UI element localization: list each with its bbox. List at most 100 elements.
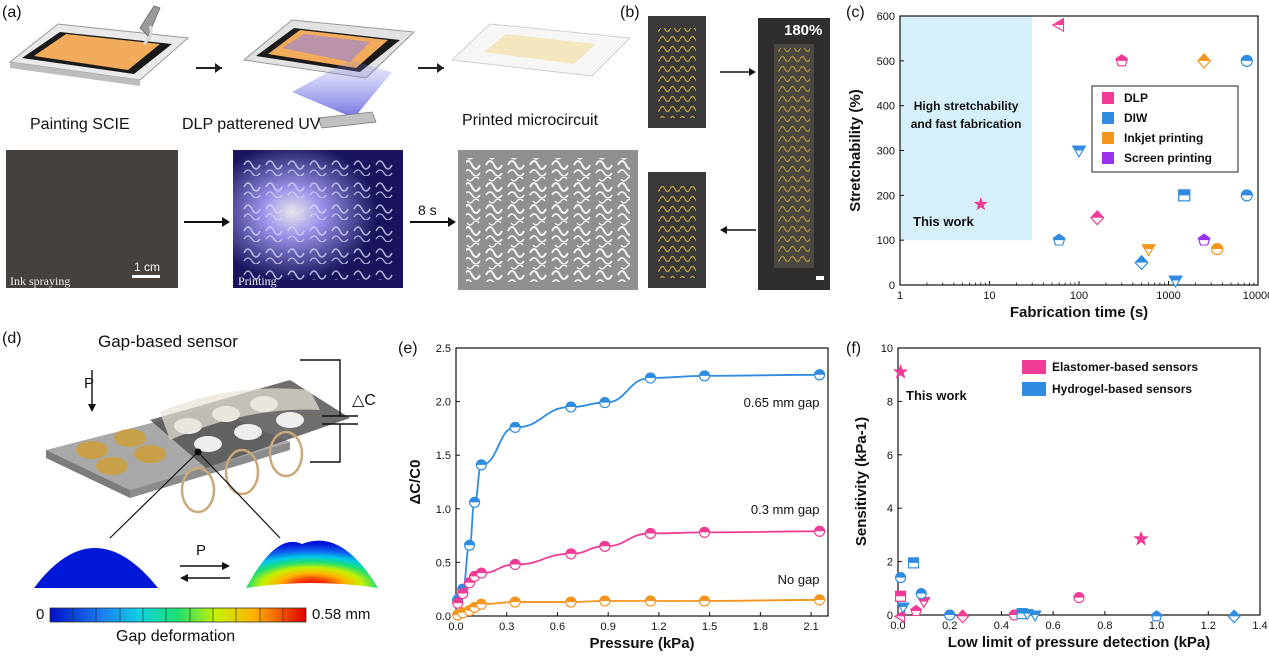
point-inkjet-printing-outline bbox=[1211, 243, 1224, 256]
legend-swatch-screen-printing bbox=[1102, 152, 1114, 164]
point-diw-outline bbox=[1178, 189, 1191, 202]
colorbar-min: 0 bbox=[36, 606, 45, 623]
panel-b-photos bbox=[648, 16, 830, 290]
series-point-0-65-mm-gap bbox=[476, 459, 487, 465]
panel-f-label: (f) bbox=[846, 340, 862, 357]
series-point-0-65-mm-gap bbox=[645, 373, 656, 379]
point-hydrogel-based-sensors bbox=[944, 610, 955, 615]
plate-dlp bbox=[242, 19, 416, 129]
point-elastomer-based-sensors bbox=[1133, 530, 1149, 546]
legend-label-hydrogel-based-sensors: Hydrogel-based sensors bbox=[1052, 382, 1192, 396]
plot-frame bbox=[455, 347, 829, 617]
series-point-0-3-mm-gap-outline bbox=[644, 528, 656, 539]
y-axis-label: Stretchability (%) bbox=[847, 89, 864, 212]
series-point-0-3-mm-gap-outline bbox=[814, 525, 826, 537]
plate-painting bbox=[8, 5, 190, 86]
series-point-0-65-mm-gap bbox=[469, 497, 480, 503]
y-tick-label: 600 bbox=[877, 11, 895, 23]
y-axis-label: Sensitivity (kPa-1) bbox=[853, 417, 870, 546]
series-point-0-3-mm-gap-outline bbox=[452, 597, 464, 609]
this-work-label: This work bbox=[913, 214, 974, 229]
series-point-no-gap-outline bbox=[699, 595, 711, 607]
printed-film bbox=[450, 23, 632, 77]
point-elastomer-based-sensors-outline bbox=[895, 590, 907, 602]
point-hydrogel-based-sensors bbox=[897, 602, 909, 607]
point-inkjet-printing bbox=[1211, 243, 1223, 250]
point-diw bbox=[1178, 189, 1190, 196]
x-tick-label: 0.4 bbox=[994, 620, 1009, 632]
point-hydrogel-based-sensors-outline bbox=[908, 557, 920, 569]
series-point-no-gap-outline bbox=[475, 598, 487, 610]
point-elastomer-based-sensors bbox=[895, 591, 906, 597]
x-tick-label: 1.2 bbox=[651, 621, 666, 633]
point-hydrogel-based-sensors-outline bbox=[895, 572, 907, 584]
series-point-0-3-mm-gap bbox=[452, 598, 463, 604]
legend-swatch-inkjet-printing bbox=[1102, 132, 1114, 144]
point-inkjet-printing bbox=[1142, 244, 1155, 250]
point-elastomer-based-sensors bbox=[956, 610, 969, 617]
series-point-0-65-mm-gap bbox=[699, 370, 710, 376]
series-point-no-gap bbox=[599, 596, 610, 601]
this-work-marker bbox=[973, 196, 988, 211]
panel-b-label: (b) bbox=[620, 4, 640, 21]
point-elastomer-based-sensors-outline bbox=[1073, 592, 1085, 604]
point-diw-outline bbox=[1134, 254, 1149, 271]
series-point-0-65-mm-gap-outline bbox=[644, 372, 656, 384]
point-inkjet-printing bbox=[1197, 53, 1211, 61]
series-label-0-65-mm-gap: 0.65 mm gap bbox=[744, 395, 820, 410]
y-tick-label: 0.0 bbox=[436, 611, 451, 623]
point-inkjet-printing-outline bbox=[1141, 244, 1156, 257]
arrow-a3-head bbox=[222, 217, 230, 227]
point-diw bbox=[1169, 276, 1182, 281]
series-point-0-3-mm-gap bbox=[699, 527, 710, 533]
series-point-0-65-mm-gap bbox=[599, 397, 610, 403]
series-point-0-3-mm-gap-outline bbox=[464, 577, 476, 589]
legend-label-inkjet-printing: Inkjet printing bbox=[1124, 131, 1203, 145]
point-diw bbox=[1053, 234, 1065, 241]
x-axis-label: Low limit of pressure detection (kPa) bbox=[948, 634, 1211, 651]
x-tick-label: 0.6 bbox=[1045, 620, 1060, 632]
legend-swatch-dlp bbox=[1102, 92, 1114, 104]
series-point-no-gap-outline bbox=[599, 595, 611, 607]
x-tick-label: 0.0 bbox=[890, 620, 905, 632]
point-inkjet-printing-outline bbox=[1197, 53, 1212, 69]
y-tick-label: 2.0 bbox=[436, 397, 451, 409]
legend-label-dlp: DLP bbox=[1124, 91, 1148, 105]
point-diw-outline bbox=[1052, 233, 1066, 246]
y-axis-label: ΔC/C0 bbox=[407, 460, 424, 505]
x-tick-label: 1 bbox=[897, 290, 903, 302]
series-point-no-gap bbox=[565, 597, 576, 603]
this-work-label: This work bbox=[906, 388, 967, 403]
point-diw bbox=[1241, 55, 1253, 61]
series-point-0-3-mm-gap-outline bbox=[475, 567, 487, 579]
strain-label: 180% bbox=[784, 22, 823, 39]
point-elastomer-based-sensors bbox=[894, 610, 905, 617]
ink-spraying-caption: Ink spraying bbox=[10, 274, 71, 288]
panel-a-label: (a) bbox=[2, 4, 22, 21]
series-point-0-3-mm-gap-outline bbox=[565, 548, 577, 560]
point-diw bbox=[1241, 189, 1253, 196]
y-tick-label: 0 bbox=[887, 610, 893, 622]
y-tick-label: 100 bbox=[877, 235, 895, 247]
series-point-0-65-mm-gap-outline bbox=[509, 421, 521, 433]
series-point-no-gap bbox=[645, 596, 656, 601]
highlight-text: High stretchability bbox=[914, 99, 1019, 113]
y-tick-label: 400 bbox=[877, 101, 895, 113]
arrow-a4-head bbox=[448, 217, 456, 227]
y-tick-label: 6 bbox=[887, 450, 893, 462]
x-tick-label: 0.9 bbox=[601, 621, 616, 633]
series-point-0-65-mm-gap bbox=[565, 402, 576, 407]
colorbar-max: 0.58 mm bbox=[312, 606, 371, 623]
legend-label-diw: DIW bbox=[1124, 111, 1148, 125]
point-hydrogel-based-sensors-outline bbox=[1150, 610, 1163, 622]
legend-label-elastomer-based-sensors: Elastomer-based sensors bbox=[1052, 360, 1198, 374]
panel-d-label: (d) bbox=[2, 330, 22, 347]
point-hydrogel-based-sensors-outline bbox=[1020, 609, 1034, 621]
x-tick-label: 100 bbox=[1070, 290, 1088, 302]
series-point-0-3-mm-gap-outline bbox=[699, 526, 711, 538]
y-tick-label: 10 bbox=[881, 343, 893, 355]
x-tick-label: 0.8 bbox=[1097, 620, 1112, 632]
series-point-0-3-mm-gap bbox=[565, 548, 576, 554]
y-tick-label: 8 bbox=[887, 396, 893, 408]
